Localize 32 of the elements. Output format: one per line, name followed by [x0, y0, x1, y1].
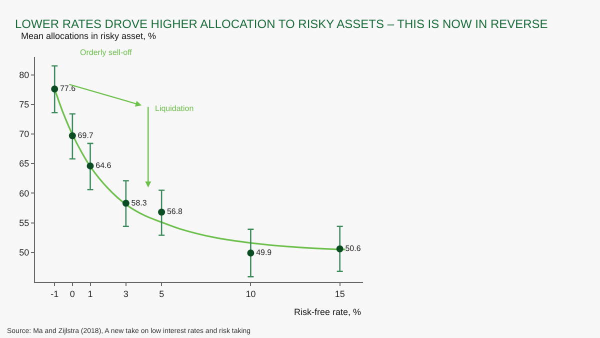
- x-tick-label: 3: [123, 288, 128, 299]
- y-tick-label: 50: [19, 248, 30, 258]
- x-tick-label: -1: [50, 288, 59, 299]
- point: [336, 245, 344, 252]
- point: [158, 208, 166, 216]
- y-tick-label: 60: [19, 188, 30, 198]
- data-label: 56.8: [166, 207, 184, 216]
- point: [86, 162, 94, 170]
- x-axis-title: Risk-free rate, %: [294, 307, 362, 317]
- data-label: 50.6: [345, 244, 362, 253]
- y-tick-label: 70: [19, 129, 30, 140]
- data-label: 58.3: [131, 198, 148, 208]
- x-tick-label: 15: [334, 288, 345, 299]
- y-tick-label: 55: [19, 218, 30, 228]
- point: [122, 200, 130, 207]
- y-axis-title: Mean allocations in risky asset, %: [21, 31, 156, 41]
- annotation: Orderly sell-off: [80, 48, 133, 57]
- data-label: 69.7: [78, 130, 94, 140]
- y-tick-label: 75: [19, 100, 30, 110]
- y-tick-label: 80: [19, 70, 30, 80]
- point: [51, 85, 58, 92]
- x-tick-label: 10: [246, 288, 256, 299]
- data-label: 49.9: [256, 248, 272, 257]
- x-tick-label: 1: [88, 288, 93, 299]
- point: [247, 249, 254, 256]
- data-label: 64.6: [96, 160, 112, 170]
- point: [68, 132, 76, 140]
- y-tick-label: 65: [19, 158, 30, 169]
- x-tick-label: 0: [70, 288, 75, 299]
- x-tick-label: 5: [159, 288, 164, 299]
- annotation: Liquidation: [155, 104, 194, 113]
- chart-title: LOWER RATES DROVE HIGHER ALLOCATION TO RISKY ASSETS – THIS IS NOW IN REVERSE: [15, 16, 548, 31]
